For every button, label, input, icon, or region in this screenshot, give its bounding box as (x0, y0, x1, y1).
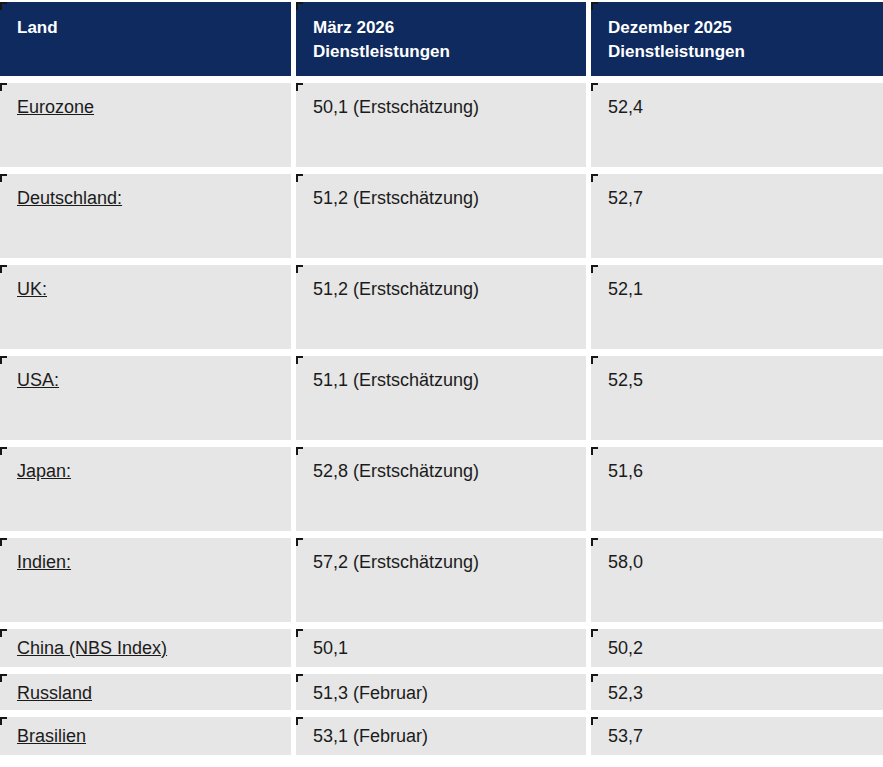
dezember-2025-value-cell: 53,7 (591, 717, 883, 755)
maerz-2026-value-cell: 50,1 (296, 629, 586, 667)
country-link[interactable]: China (NBS Index) (17, 638, 167, 658)
dezember-2025-value-cell: 52,3 (591, 674, 883, 710)
maerz-2026-value-cell: 51,2 (Erstschätzung) (296, 265, 586, 349)
country-link[interactable]: Russland (17, 683, 92, 703)
maerz-2026-value-cell: 52,8 (Erstschätzung) (296, 447, 586, 531)
country-link[interactable]: Brasilien (17, 726, 86, 746)
maerz-2026-value-cell: 51,1 (Erstschätzung) (296, 356, 586, 440)
country-link[interactable]: USA: (17, 370, 59, 390)
country-cell: UK: (0, 265, 291, 349)
country-cell: Russland (0, 674, 291, 710)
column-header-maerz-2026-dienstleistungen: März 2026 Dienstleistungen (296, 2, 586, 76)
country-link[interactable]: Eurozone (17, 97, 94, 117)
maerz-2026-value-cell: 51,2 (Erstschätzung) (296, 174, 586, 258)
maerz-2026-value-cell: 53,1 (Februar) (296, 717, 586, 755)
country-link[interactable]: Deutschland: (17, 188, 122, 208)
country-link[interactable]: Indien: (17, 552, 71, 572)
country-cell: Brasilien (0, 717, 291, 755)
country-cell: China (NBS Index) (0, 629, 291, 667)
country-cell: Japan: (0, 447, 291, 531)
column-header-land: Land (0, 2, 291, 76)
dezember-2025-value-cell: 51,6 (591, 447, 883, 531)
dezember-2025-value-cell: 50,2 (591, 629, 883, 667)
country-link[interactable]: Japan: (17, 461, 71, 481)
country-cell: Eurozone (0, 83, 291, 167)
country-cell: USA: (0, 356, 291, 440)
dezember-2025-value-cell: 58,0 (591, 538, 883, 622)
dezember-2025-value-cell: 52,7 (591, 174, 883, 258)
dezember-2025-value-cell: 52,4 (591, 83, 883, 167)
maerz-2026-value-cell: 51,3 (Februar) (296, 674, 586, 710)
country-link[interactable]: UK: (17, 279, 47, 299)
maerz-2026-value-cell: 57,2 (Erstschätzung) (296, 538, 586, 622)
maerz-2026-value-cell: 50,1 (Erstschätzung) (296, 83, 586, 167)
country-cell: Deutschland: (0, 174, 291, 258)
column-header-dezember-2025-dienstleistungen: Dezember 2025 Dienstleistungen (591, 2, 883, 76)
pmi-services-table: Land März 2026 Dienstleistungen Dezember… (0, 2, 883, 755)
dezember-2025-value-cell: 52,1 (591, 265, 883, 349)
country-cell: Indien: (0, 538, 291, 622)
dezember-2025-value-cell: 52,5 (591, 356, 883, 440)
